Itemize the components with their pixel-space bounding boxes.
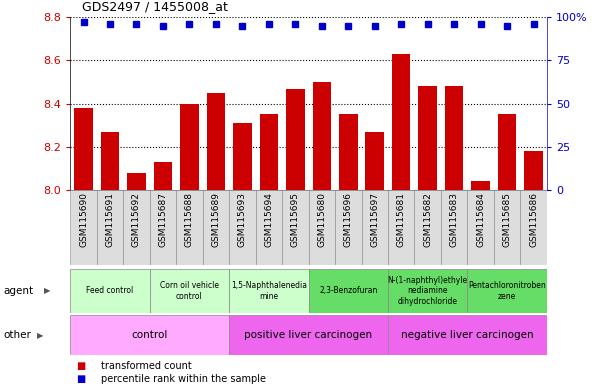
Text: percentile rank within the sample: percentile rank within the sample bbox=[101, 374, 266, 384]
Bar bbox=[521, 190, 547, 265]
Bar bbox=[309, 269, 388, 313]
Bar bbox=[180, 104, 199, 190]
Bar bbox=[203, 190, 229, 265]
Text: GSM115692: GSM115692 bbox=[132, 192, 141, 247]
Bar bbox=[414, 190, 441, 265]
Bar bbox=[392, 54, 411, 190]
Bar bbox=[419, 86, 437, 190]
Text: GSM115682: GSM115682 bbox=[423, 192, 432, 247]
Text: transformed count: transformed count bbox=[101, 361, 192, 371]
Text: GSM115688: GSM115688 bbox=[185, 192, 194, 247]
Bar bbox=[388, 269, 467, 313]
Text: negative liver carcinogen: negative liver carcinogen bbox=[401, 330, 534, 340]
Text: control: control bbox=[131, 330, 168, 340]
Bar bbox=[123, 190, 150, 265]
Text: GSM115683: GSM115683 bbox=[450, 192, 459, 247]
Text: Pentachloronitroben
zene: Pentachloronitroben zene bbox=[468, 281, 546, 301]
Text: GSM115686: GSM115686 bbox=[529, 192, 538, 247]
Text: GSM115695: GSM115695 bbox=[291, 192, 300, 247]
Text: GSM115690: GSM115690 bbox=[79, 192, 88, 247]
Bar bbox=[441, 190, 467, 265]
Bar bbox=[524, 151, 543, 190]
Text: 1,5-Naphthalenedia
mine: 1,5-Naphthalenedia mine bbox=[231, 281, 307, 301]
Bar bbox=[255, 190, 282, 265]
Bar bbox=[282, 190, 309, 265]
Bar bbox=[498, 114, 516, 190]
Text: ▶: ▶ bbox=[44, 286, 51, 295]
Text: GSM115685: GSM115685 bbox=[503, 192, 511, 247]
Text: 2,3-Benzofuran: 2,3-Benzofuran bbox=[319, 286, 378, 295]
Bar bbox=[150, 269, 229, 313]
Text: ■: ■ bbox=[76, 374, 86, 384]
Bar bbox=[472, 182, 490, 190]
Text: GSM115680: GSM115680 bbox=[317, 192, 326, 247]
Text: Feed control: Feed control bbox=[86, 286, 134, 295]
Bar bbox=[339, 114, 357, 190]
Bar bbox=[233, 123, 252, 190]
Bar bbox=[229, 269, 309, 313]
Bar bbox=[97, 190, 123, 265]
Bar bbox=[70, 190, 97, 265]
Bar bbox=[313, 82, 331, 190]
Text: positive liver carcinogen: positive liver carcinogen bbox=[244, 330, 373, 340]
Bar bbox=[445, 86, 463, 190]
Text: N-(1-naphthyl)ethyle
nediamine
dihydrochloride: N-(1-naphthyl)ethyle nediamine dihydroch… bbox=[387, 276, 468, 306]
Text: GSM115696: GSM115696 bbox=[344, 192, 353, 247]
Text: ■: ■ bbox=[76, 361, 86, 371]
Text: Corn oil vehicle
control: Corn oil vehicle control bbox=[160, 281, 219, 301]
Text: ▶: ▶ bbox=[37, 331, 43, 339]
Bar bbox=[362, 190, 388, 265]
Bar bbox=[494, 190, 521, 265]
Bar bbox=[127, 173, 145, 190]
Bar bbox=[467, 190, 494, 265]
Bar bbox=[70, 315, 229, 355]
Bar bbox=[154, 162, 172, 190]
Bar bbox=[70, 269, 150, 313]
Bar bbox=[260, 114, 278, 190]
Text: GSM115687: GSM115687 bbox=[158, 192, 167, 247]
Bar bbox=[286, 89, 305, 190]
Text: GSM115697: GSM115697 bbox=[370, 192, 379, 247]
Bar bbox=[467, 269, 547, 313]
Text: GSM115693: GSM115693 bbox=[238, 192, 247, 247]
Text: GSM115681: GSM115681 bbox=[397, 192, 406, 247]
Text: GSM115694: GSM115694 bbox=[265, 192, 273, 247]
Text: GDS2497 / 1455008_at: GDS2497 / 1455008_at bbox=[82, 0, 229, 13]
Bar bbox=[150, 190, 176, 265]
Text: agent: agent bbox=[3, 286, 33, 296]
Bar bbox=[309, 190, 335, 265]
Bar bbox=[229, 190, 255, 265]
Bar bbox=[75, 108, 93, 190]
Bar bbox=[207, 93, 225, 190]
Bar bbox=[335, 190, 362, 265]
Bar bbox=[176, 190, 203, 265]
Text: GSM115684: GSM115684 bbox=[476, 192, 485, 247]
Text: other: other bbox=[3, 330, 31, 340]
Bar bbox=[388, 190, 414, 265]
Text: GSM115689: GSM115689 bbox=[211, 192, 221, 247]
Text: GSM115691: GSM115691 bbox=[106, 192, 114, 247]
Bar bbox=[388, 315, 547, 355]
Bar bbox=[229, 315, 388, 355]
Bar bbox=[101, 132, 119, 190]
Bar bbox=[365, 132, 384, 190]
